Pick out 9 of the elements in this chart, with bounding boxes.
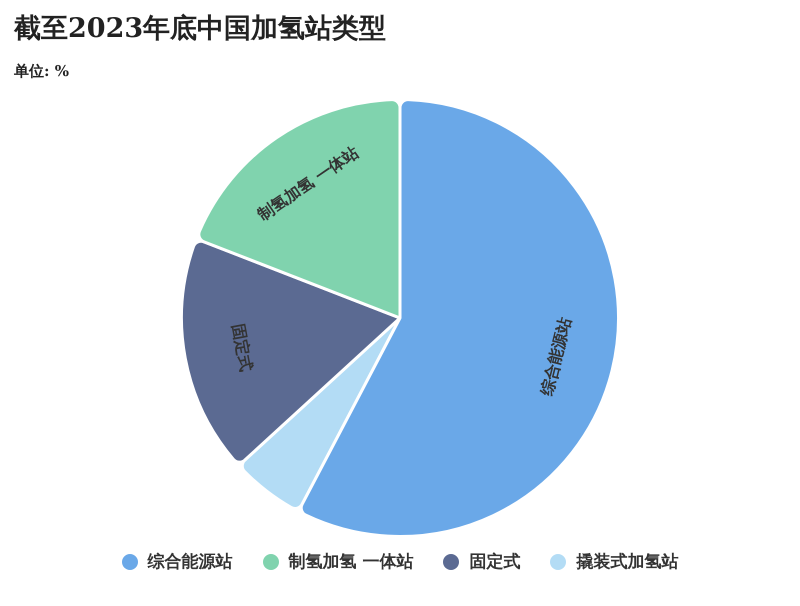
legend-label: 制氢加氢 一体站 [288, 551, 414, 573]
slice-label: 制氢加氢 一体站 [253, 142, 362, 226]
slice-label: 综合能源站 [536, 315, 574, 398]
legend-label: 撬装式加氢站 [576, 551, 678, 573]
legend-label: 固定式 [469, 551, 520, 573]
slice-label: 固定式 [228, 322, 256, 373]
chart-subtitle: 单位: % [14, 62, 70, 81]
legend-label: 综合能源站 [148, 551, 233, 573]
chart-title: 截至2023年底中国加氢站类型 [14, 12, 386, 46]
